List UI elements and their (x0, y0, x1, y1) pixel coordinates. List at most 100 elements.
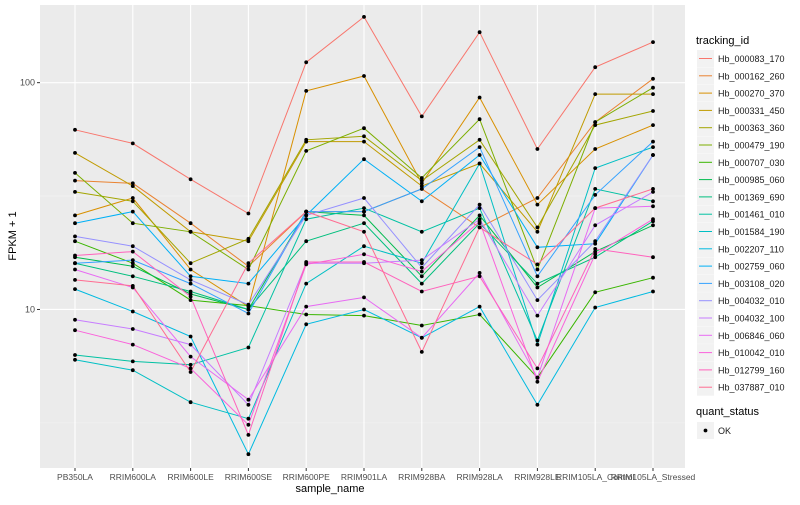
data-point (362, 313, 366, 318)
data-point (73, 171, 77, 175)
data-point (130, 274, 135, 279)
data-point (419, 281, 424, 286)
legend-label: Hb_001369_690 (718, 192, 785, 202)
data-point (130, 184, 135, 189)
data-point (246, 452, 251, 457)
legend-label: Hb_012799_160 (718, 365, 785, 375)
data-point (651, 153, 655, 157)
data-point (130, 264, 135, 269)
data-point (304, 260, 309, 264)
legend-label: Hb_000162_260 (718, 71, 785, 81)
data-point (593, 255, 598, 260)
data-point (535, 285, 540, 290)
data-point (535, 229, 540, 234)
data-point (593, 247, 598, 251)
data-point (188, 221, 193, 226)
data-point (535, 196, 540, 200)
data-point (419, 265, 424, 270)
data-point (419, 274, 424, 279)
major-gridlines (40, 5, 685, 468)
data-point (477, 30, 482, 35)
data-point (362, 126, 366, 131)
data-point (130, 261, 135, 266)
data-point (188, 289, 193, 294)
data-point (246, 302, 251, 307)
legend-label: Hb_010042_010 (718, 348, 785, 358)
x-tick-label: RRIM600LA (110, 472, 157, 482)
data-point (651, 275, 655, 280)
legend-label: Hb_003108_020 (718, 279, 785, 289)
data-point (477, 225, 482, 230)
data-point (477, 117, 482, 122)
data-point (477, 202, 482, 207)
data-point (362, 260, 366, 264)
data-point (362, 229, 366, 234)
data-point (593, 290, 598, 295)
data-point (130, 221, 135, 226)
data-point (593, 249, 598, 254)
data-point (362, 307, 366, 312)
y-tick-label: 100 (20, 78, 35, 88)
data-point (535, 281, 540, 286)
data-point (73, 190, 77, 194)
data-point (130, 342, 135, 347)
data-point (593, 206, 598, 211)
data-point (477, 219, 482, 224)
data-point (535, 379, 540, 384)
data-point (188, 370, 193, 374)
data-point (535, 202, 540, 207)
data-point (419, 181, 424, 186)
data-point (130, 141, 135, 146)
x-tick-label: RRIM901LA (341, 472, 388, 482)
data-point (246, 307, 251, 312)
data-point (651, 139, 655, 144)
x-tick-label: RRIM928LA (456, 472, 503, 482)
data-point (246, 311, 251, 316)
data-point (304, 89, 309, 93)
data-point (130, 196, 135, 200)
data-point (593, 147, 598, 151)
legend-label: Hb_002759_060 (718, 262, 785, 272)
data-point (73, 353, 77, 357)
data-point (73, 221, 77, 226)
legend-label: Hb_004032_100 (718, 314, 785, 324)
data-point (651, 40, 655, 44)
data-point (419, 178, 424, 183)
data-point (304, 217, 309, 222)
data-point (419, 176, 424, 180)
legend-label: Hb_000331_450 (718, 106, 785, 116)
data-point (362, 134, 366, 139)
legend: tracking_id Hb_000083_170Hb_000162_260Hb… (696, 35, 785, 439)
data-point (477, 95, 482, 100)
data-point (362, 139, 366, 144)
data-point (535, 298, 540, 302)
data-point (651, 123, 655, 127)
data-point (188, 334, 193, 339)
data-point (246, 267, 251, 272)
data-point (593, 223, 598, 228)
data-point (419, 258, 424, 262)
data-point (188, 400, 193, 405)
data-point (419, 335, 424, 340)
legend-label: Hb_004032_010 (718, 296, 785, 306)
data-point (188, 366, 193, 371)
data-point (304, 213, 309, 218)
data-point (73, 151, 77, 155)
x-axis: PB350LA RRIM600LA RRIM600LE RRIM600SE RRIM60… (57, 468, 696, 482)
data-point (593, 193, 598, 197)
data-point (73, 178, 77, 183)
data-point (419, 323, 424, 328)
data-point (535, 375, 540, 380)
data-point (188, 229, 193, 234)
x-tick-label: RRIM600LE (167, 472, 214, 482)
data-point (188, 342, 193, 347)
data-point (593, 92, 598, 96)
data-point (535, 245, 540, 250)
data-point (188, 267, 193, 272)
data-point (651, 204, 655, 209)
data-point (419, 289, 424, 294)
legend-label: Hb_001461_010 (718, 210, 785, 220)
data-point (419, 114, 424, 119)
